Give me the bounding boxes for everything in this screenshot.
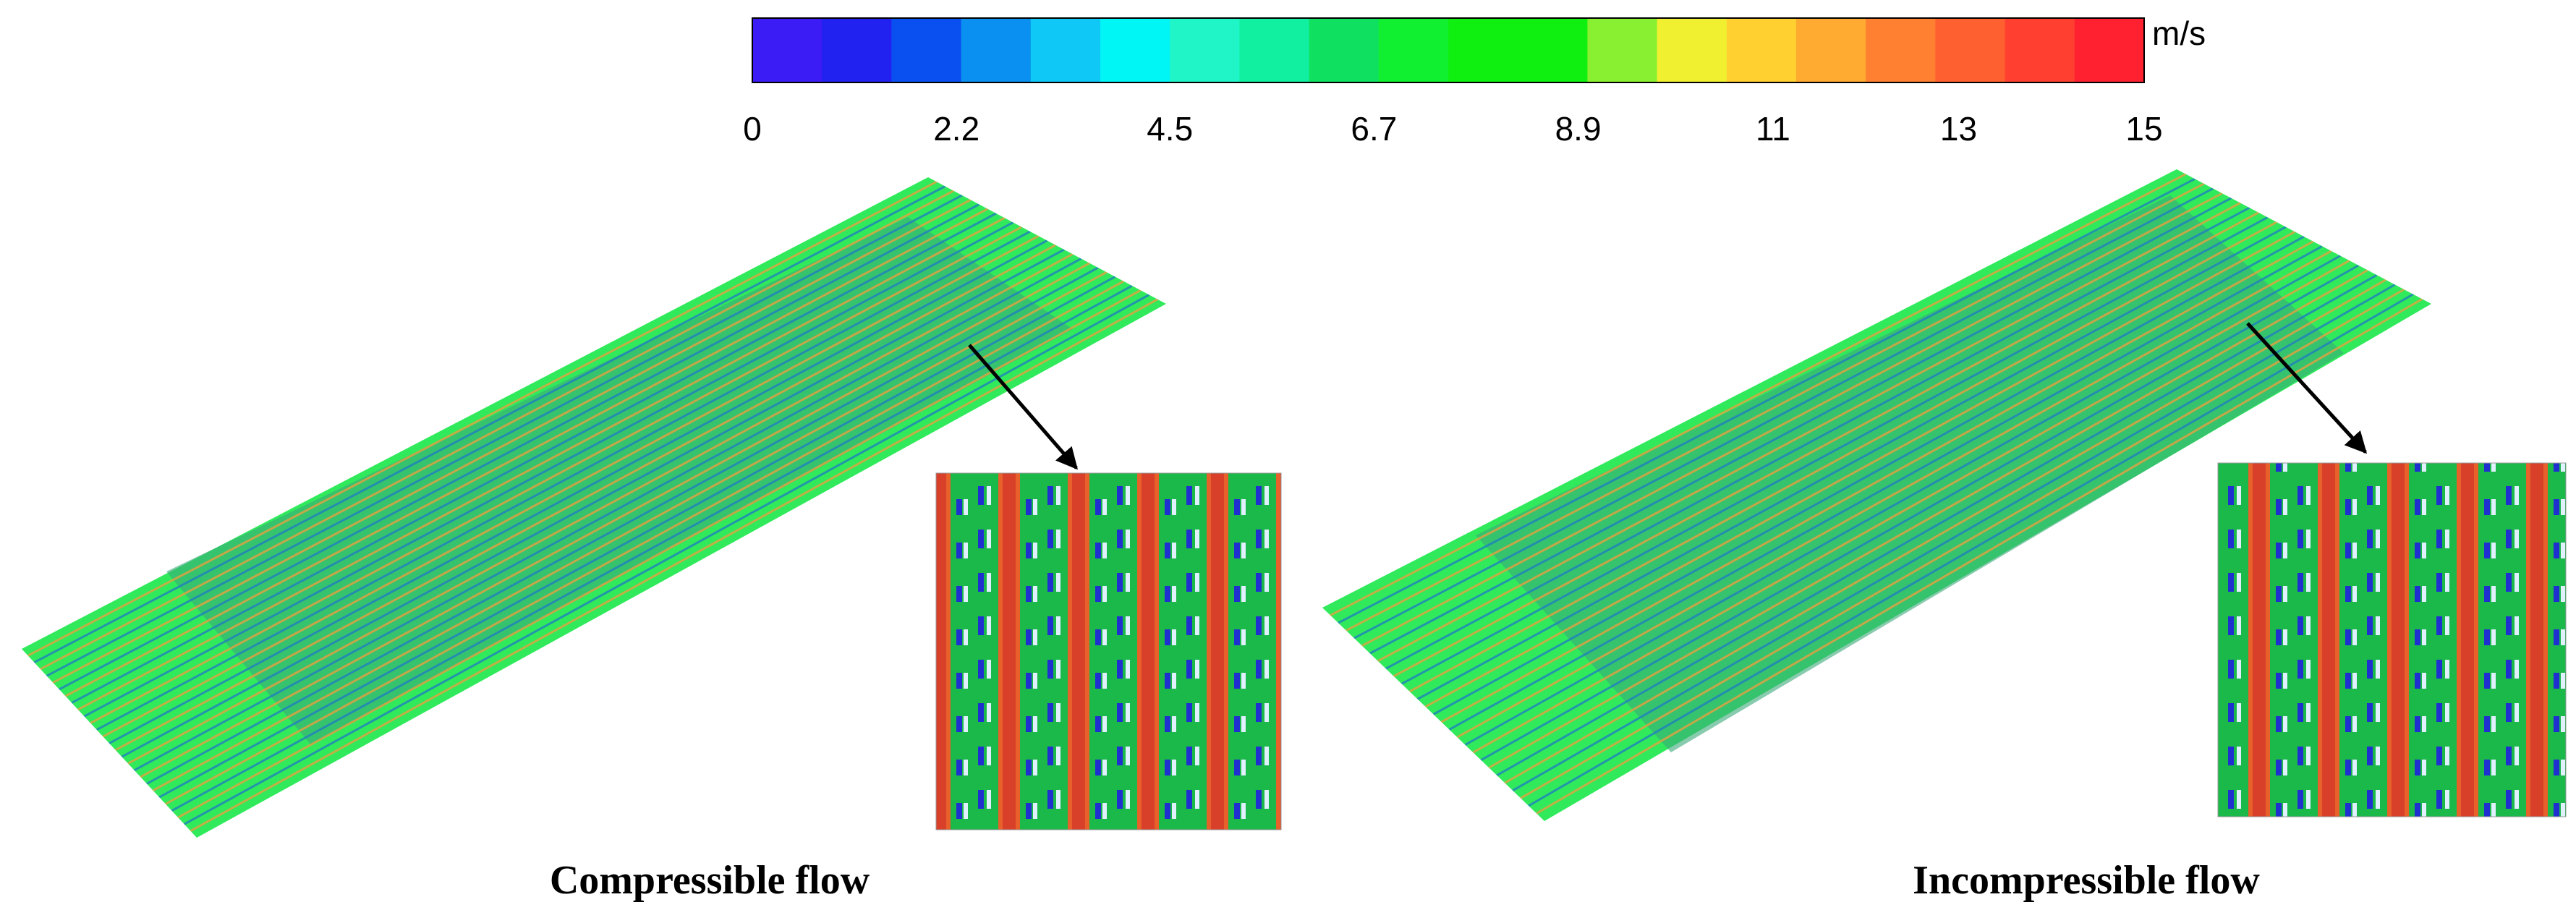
channel-stripe — [1488, 269, 2368, 769]
channel-stripe — [133, 258, 1082, 772]
channel-stripe — [1346, 182, 2205, 632]
channel-stripe — [1536, 298, 2423, 815]
tick-label: 13 — [1940, 110, 1977, 148]
channel-stripe — [1464, 255, 2342, 746]
color-segment — [961, 18, 1032, 82]
inset — [2217, 462, 2567, 817]
channel-stripe — [40, 190, 954, 671]
channel-stripe — [1448, 245, 2323, 731]
channel-stripe — [46, 194, 963, 677]
tick-label: 6.7 — [1351, 110, 1397, 148]
channel-stripe — [27, 180, 938, 657]
channel-stripe — [90, 226, 1022, 724]
color-segment — [1866, 18, 1936, 82]
channel-stripe — [165, 280, 1124, 805]
color-segment — [1378, 18, 1449, 82]
color-segment — [822, 18, 892, 82]
color-segment — [1935, 18, 2006, 82]
channel-stripe — [146, 266, 1099, 785]
color-segment — [1170, 18, 1240, 82]
channel-stripe — [1440, 240, 2314, 723]
channel-stripe — [1361, 192, 2223, 647]
channel-stripe — [177, 289, 1142, 819]
color-segment — [2005, 18, 2075, 82]
channel-stripe — [1456, 250, 2332, 739]
color-segment — [1239, 18, 1310, 82]
channel-stripe — [1512, 284, 2396, 792]
inset — [935, 472, 1282, 830]
color-segment — [1309, 18, 1380, 82]
channel-stripe — [109, 239, 1048, 744]
color-segment — [1726, 18, 1797, 82]
channel-stripe — [1353, 187, 2214, 639]
channel-stripe — [158, 276, 1116, 799]
caption: Compressible flow — [550, 858, 870, 903]
color-segment — [1796, 18, 1866, 82]
channel-stripe — [1528, 293, 2414, 807]
channel-stripe — [1385, 206, 2250, 670]
channel-stripe — [1424, 231, 2296, 708]
color-segment — [1030, 18, 1101, 82]
channel-stripe — [183, 294, 1150, 825]
color-segment — [1448, 18, 1518, 82]
channel-stripe — [1520, 288, 2405, 799]
channel-stripe — [33, 185, 946, 663]
channel-stripe — [52, 198, 972, 684]
colorbar-unit: m/s — [2152, 14, 2206, 52]
channel-stripe — [1369, 197, 2232, 655]
tick-label: 2.2 — [933, 110, 979, 148]
arrow — [2246, 322, 2368, 454]
caption: Incompressible flow — [1913, 858, 2260, 903]
channel-stripe — [1377, 202, 2241, 663]
tick-label: 11 — [1756, 110, 1790, 148]
channel-stripe — [83, 221, 1014, 718]
channel-stripe — [1400, 216, 2269, 685]
color-segment — [891, 18, 962, 82]
channel-stripe — [1480, 264, 2360, 762]
channel-stripe — [127, 252, 1074, 765]
tick-label: 8.9 — [1555, 110, 1602, 148]
color-segment — [2074, 18, 2145, 82]
channel-stripe — [1496, 273, 2378, 777]
color-segment — [1518, 18, 1588, 82]
channel-stripe — [102, 234, 1040, 738]
color-segment — [1657, 18, 1727, 82]
tick-label: 4.5 — [1147, 110, 1193, 148]
tick-label: 15 — [2125, 110, 2162, 148]
color-segment — [752, 18, 822, 82]
panel-left: Compressible flow — [22, 177, 1282, 903]
color-segment — [1100, 18, 1170, 82]
channel-stripe — [171, 284, 1133, 812]
color-segment — [1587, 18, 1658, 82]
channel-stripe — [1504, 279, 2386, 784]
panel-right: Incompressible flow — [1322, 169, 2567, 903]
channel-stripe — [96, 230, 1031, 731]
channel-stripe — [1408, 221, 2277, 693]
channels — [27, 180, 1158, 832]
channels — [1330, 173, 2423, 815]
channel-stripe — [1338, 177, 2195, 624]
channel-stripe — [152, 271, 1108, 792]
colorbar: 0 2.2 4.5 6.7 8.9 11 13 15 — [743, 17, 2163, 148]
channel-stripe — [59, 203, 980, 691]
channel-stripe — [64, 208, 988, 697]
channel-stripe — [140, 262, 1090, 778]
channel-stripe — [114, 244, 1056, 752]
tick-label: 0 — [743, 110, 762, 148]
channel-stripe — [1393, 211, 2259, 678]
channel-stripe — [1330, 173, 2187, 616]
channel-stripe — [1432, 235, 2305, 715]
channel-stripe — [121, 248, 1065, 758]
channel-stripe — [190, 298, 1158, 832]
channel-stripe — [1472, 259, 2350, 754]
colorbar-frame — [752, 17, 2145, 83]
channel-stripe — [1416, 226, 2287, 700]
channel-stripe — [77, 216, 1006, 711]
arrow — [968, 344, 1078, 470]
channel-stripe — [71, 212, 997, 704]
